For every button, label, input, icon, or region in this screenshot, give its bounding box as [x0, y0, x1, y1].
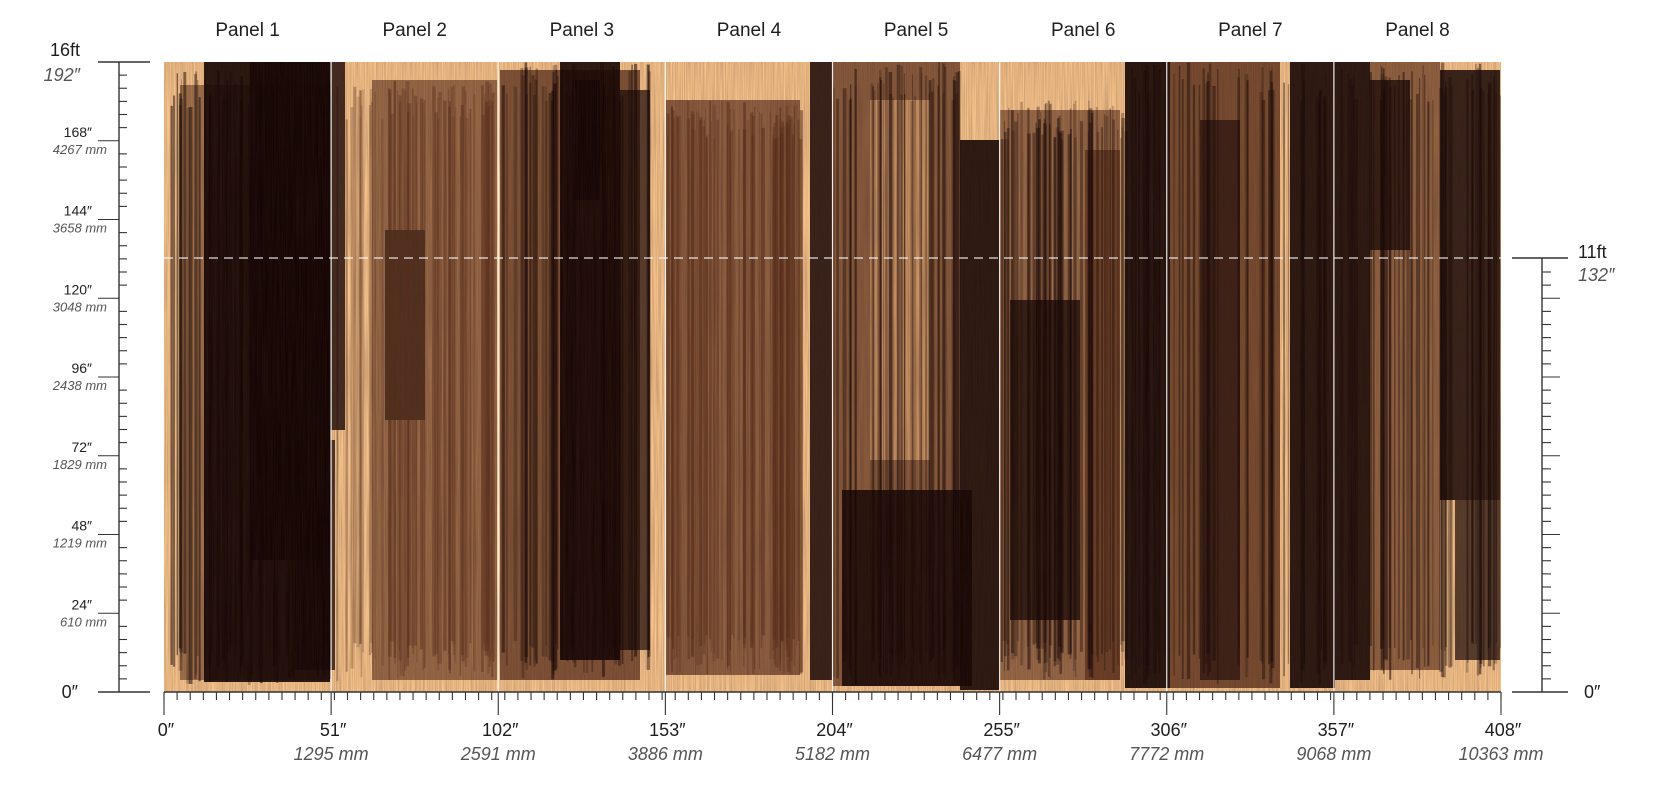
right-top-in: 132″: [1578, 265, 1615, 285]
left-ruler-mm-label: 3048 mm: [53, 299, 107, 314]
bottom-ruler-mm-label: 1295 mm: [294, 744, 369, 764]
bottom-ruler-inch-label: 255″: [983, 720, 1020, 740]
bottom-ruler-mm-label: 9068 mm: [1296, 744, 1371, 764]
left-ruler: 16ft 192″ 168″ 4267 mm 144″ 3658 mm 120″ 3048…: [44, 40, 150, 702]
left-ruler-mm-label: 4267 mm: [53, 142, 107, 157]
bottom-ruler-inch-label: 102″: [482, 720, 519, 740]
panel-label: Panel 2: [382, 20, 446, 41]
left-top-ft: 16ft: [50, 40, 80, 60]
bottom-ruler-inch-label: 306″: [1151, 720, 1188, 740]
left-ruler-inch-label: 96″: [71, 360, 92, 376]
left-ruler-inch-label: 120″: [64, 281, 92, 297]
left-ruler-mm-label: 1219 mm: [53, 536, 107, 551]
bottom-ruler-mm-label: 5182 mm: [795, 744, 870, 764]
bottom-ruler-mm-label: 6477 mm: [962, 744, 1037, 764]
right-zero: 0″: [1584, 682, 1601, 702]
panel-separators: [330, 62, 1335, 692]
left-ruler-inch-label: 168″: [64, 124, 92, 140]
right-top-ft: 11ft: [1578, 242, 1607, 262]
panel-label: Panel 4: [717, 20, 782, 41]
left-ruler-mm-label: 1829 mm: [53, 457, 107, 472]
left-zero: 0″: [62, 682, 79, 702]
left-ruler-mm-label: 3658 mm: [53, 221, 107, 236]
panel-label: Panel 6: [1051, 20, 1115, 41]
left-ruler-inch-label: 72″: [71, 439, 92, 455]
left-ruler-mm-label: 610 mm: [60, 614, 107, 629]
panel-label: Panel 1: [215, 20, 279, 41]
bottom-ruler: 0″ 51″ 1295 mm 102″ 2591 mm 153″ 3886 mm 204″ 51…: [158, 691, 1544, 764]
panel-labels: Panel 1 Panel 2 Panel 3 Panel 4 Panel 5 Panel…: [215, 20, 1449, 41]
panel-label: Panel 8: [1385, 20, 1449, 41]
bottom-ruler-mm-label: 3886 mm: [628, 744, 703, 764]
bottom-ruler-mm-label: 10363 mm: [1458, 744, 1543, 764]
panel-label: Panel 7: [1218, 20, 1282, 41]
bottom-ruler-mm-label: 2591 mm: [460, 744, 536, 764]
left-ruler-mm-label: 2438 mm: [52, 378, 107, 393]
painting-canvas: [164, 62, 1501, 692]
bottom-ruler-inch-label: 0″: [158, 720, 175, 740]
bottom-ruler-inch-label: 51″: [320, 720, 347, 740]
bottom-ruler-inch-label: 153″: [649, 720, 686, 740]
panel-label: Panel 3: [550, 20, 614, 41]
right-ruler: 11ft 132″ 0″: [1512, 242, 1615, 702]
panel-label: Panel 5: [884, 20, 948, 41]
left-top-in: 192″: [44, 65, 81, 85]
bottom-ruler-inch-label: 408″: [1485, 720, 1522, 740]
bottom-ruler-mm-label: 7772 mm: [1129, 744, 1204, 764]
bottom-ruler-inch-label: 357″: [1318, 720, 1355, 740]
bottom-ruler-inch-label: 204″: [816, 720, 853, 740]
left-ruler-inch-label: 144″: [64, 203, 92, 219]
left-ruler-inch-label: 48″: [71, 518, 92, 534]
left-ruler-inch-label: 24″: [71, 596, 92, 612]
